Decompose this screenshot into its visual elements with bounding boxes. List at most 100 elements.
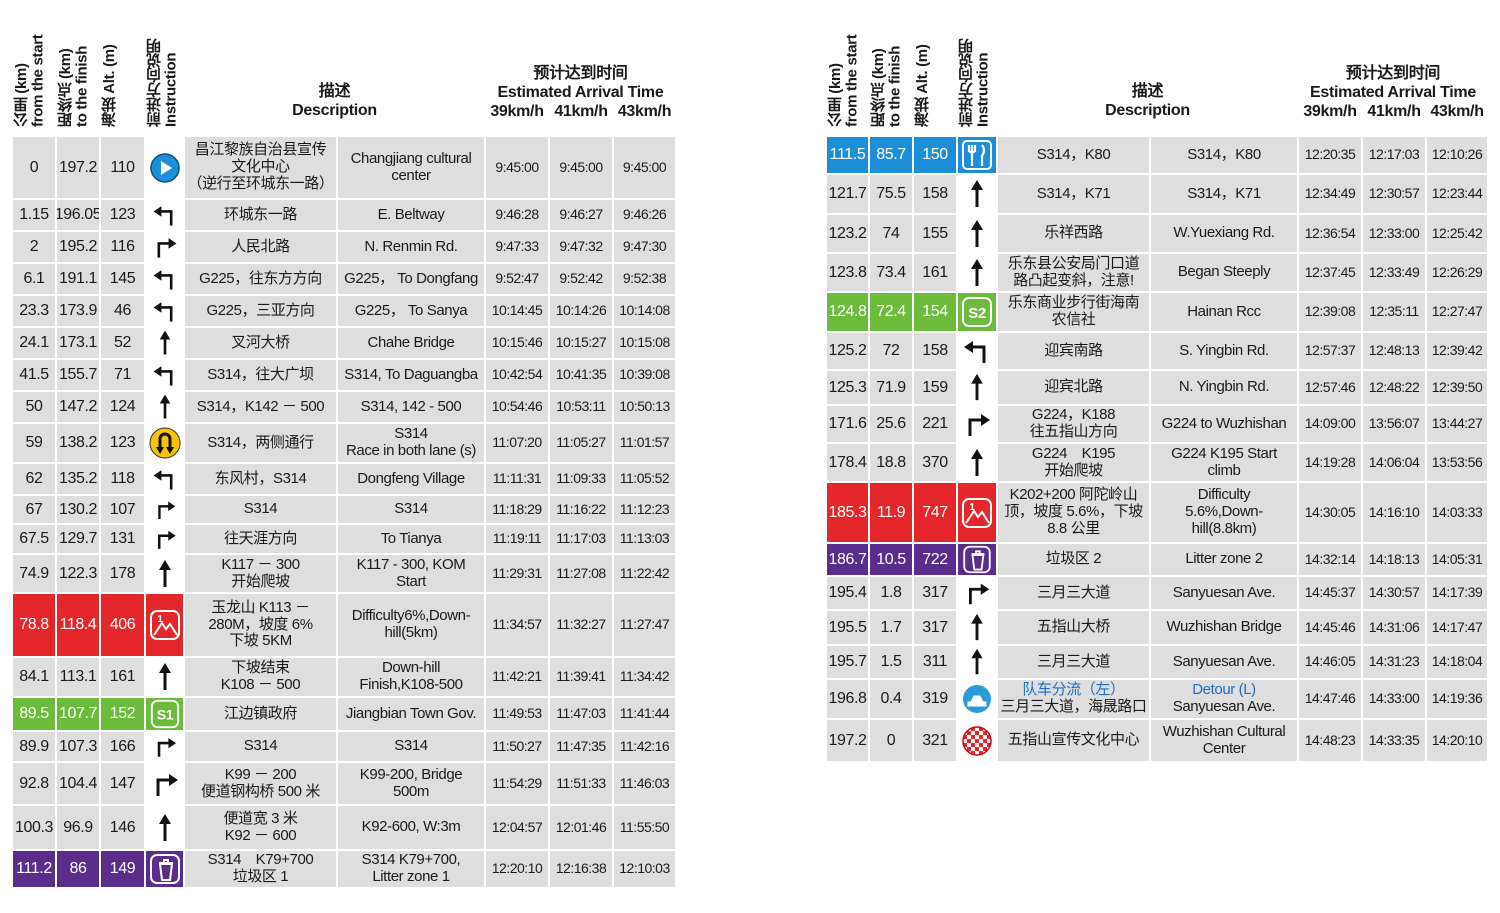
sprint-label: S1 [156, 707, 173, 723]
icon-right [157, 737, 176, 757]
cell-alt: 747 [914, 483, 956, 542]
instruction-icon [146, 264, 183, 294]
cell-desc-cn: G224 K195 开始爬坡 [998, 444, 1149, 481]
cell-time: 11:18:29 [486, 496, 548, 523]
instruction-icon [958, 254, 996, 291]
cell-desc-en: Dongfeng Village [338, 464, 484, 494]
cell-km: 195.4 [827, 577, 868, 609]
cell-time: 14:31:23 [1363, 646, 1425, 678]
icon-shape [983, 746, 987, 751]
cell-time: 9:45:00 [550, 137, 612, 198]
cell-desc-cn: 三月三大道 [998, 577, 1149, 609]
cell-to-finish: 86 [57, 851, 99, 887]
cell-time: 11:07:20 [486, 424, 548, 462]
speed-header: 39km/h [1303, 103, 1357, 120]
cell-desc-en: S314，K71 [1151, 175, 1297, 213]
cell-alt: 319 [914, 680, 956, 718]
icon-shape [975, 738, 979, 743]
instruction-icon [146, 658, 183, 696]
icon-shape [963, 750, 967, 755]
cell-desc-en: N. Renmin Rd. [338, 232, 484, 262]
cell-to-finish: 122.3 [57, 555, 99, 592]
instruction-icon [146, 137, 183, 198]
cell-to-finish: 72 [870, 333, 912, 369]
cell-km: 111.2 [13, 851, 55, 887]
cell-time: 9:47:32 [550, 232, 612, 262]
cell-time: 10:15:46 [486, 328, 548, 358]
cell-desc-en: Difficulty 5.6%,Down- hill(8.8km) [1151, 483, 1297, 542]
icon-shape [975, 726, 979, 731]
icon-right [157, 530, 176, 549]
cell-time: 14:33:35 [1363, 720, 1425, 761]
cell-time: 12:26:29 [1427, 254, 1487, 291]
arrival-header: 预计达到时间 Estimated Arrival Time [497, 65, 664, 102]
cell-to-finish: 173.1 [57, 328, 99, 358]
cell-time: 10:42:54 [486, 360, 548, 390]
cell-time: 12:39:50 [1427, 371, 1487, 404]
cell-to-finish: 196.05 [57, 200, 99, 230]
cell-alt: 321 [914, 720, 956, 761]
cell-to-finish: 1.5 [870, 646, 912, 678]
column-header: 公里 (km) from the start [13, 34, 47, 127]
cell-alt: 722 [914, 544, 956, 575]
icon-shape [963, 734, 967, 739]
cell-time: 11:13:03 [614, 525, 675, 553]
cell-desc-cn: 迎宾南路 [998, 333, 1149, 369]
cell-to-finish: 11.9 [870, 483, 912, 542]
cell-alt: 147 [101, 763, 144, 804]
cell-desc-cn: S314，K71 [998, 175, 1149, 213]
cell-time: 14:31:06 [1363, 611, 1425, 644]
cell-desc-cn: S314 K79+700 垃圾区 1 [185, 851, 336, 887]
cell-time: 11:19:11 [486, 525, 548, 553]
cell-time: 12:17:03 [1363, 137, 1425, 173]
icon-shape [157, 242, 170, 258]
cell-time: 11:46:03 [614, 763, 675, 804]
icon-shape [979, 730, 983, 735]
cell-time: 11:01:57 [614, 424, 675, 462]
instruction-icon [146, 424, 183, 462]
cell-km: 125.2 [827, 333, 868, 369]
cell-desc-en: Detour (L) Sanyuesan Ave. [1151, 680, 1297, 718]
cell-alt: 221 [914, 406, 956, 442]
icon-uturn [149, 427, 180, 459]
cell-desc-en: To Tianya [338, 525, 484, 553]
cell-desc-en: W.Yuexiang Rd. [1151, 215, 1297, 252]
icon-shape [167, 530, 176, 541]
cell-km: 6.1 [13, 264, 55, 294]
cell-to-finish: 197.2 [57, 137, 99, 198]
cell-time: 10:14:08 [614, 296, 675, 326]
cell-time: 11:51:33 [550, 763, 612, 804]
cell-line: Sanyuesan Ave. [1172, 698, 1276, 715]
icon-shape [157, 741, 170, 757]
icon-left [153, 302, 172, 322]
cell-desc-cn: K99 － 200 便道钢构桥 500 米 [185, 763, 336, 804]
cell-alt: 145 [101, 264, 144, 294]
cell-km: 195.5 [827, 611, 868, 644]
cell-time: 14:05:31 [1427, 544, 1487, 575]
instruction-icon [958, 577, 996, 609]
icon-shape [971, 734, 975, 739]
icon-shape [158, 863, 173, 881]
cell-to-finish: 74 [870, 215, 912, 252]
cell-desc-en: K99-200, Bridge 500m [338, 763, 484, 804]
icon-sprint: S2 [962, 297, 992, 327]
cell-desc-en: S314，K80 [1151, 137, 1297, 173]
cell-to-finish: 113.1 [57, 658, 99, 696]
icon-left [153, 206, 172, 226]
cell-desc-cn: 乐祥西路 [998, 215, 1149, 252]
cell-to-finish: 104.4 [57, 763, 99, 804]
icon-shape [971, 448, 983, 459]
icon-shape [979, 738, 983, 743]
icon-shape [983, 738, 987, 743]
cell-time: 11:17:03 [550, 525, 612, 553]
cell-km: 124.8 [827, 293, 868, 331]
cell-time: 13:53:56 [1427, 444, 1487, 481]
icon-up [158, 663, 171, 690]
icon-shape [968, 418, 983, 436]
icon-shape [153, 206, 161, 217]
speed-header: 43km/h [1430, 103, 1484, 120]
cell-desc-en: K117 - 300, KOM Start [338, 555, 484, 592]
cell-desc-en: N. Yingbin Rd. [1151, 371, 1297, 404]
cell-km: 125.3 [827, 371, 868, 404]
